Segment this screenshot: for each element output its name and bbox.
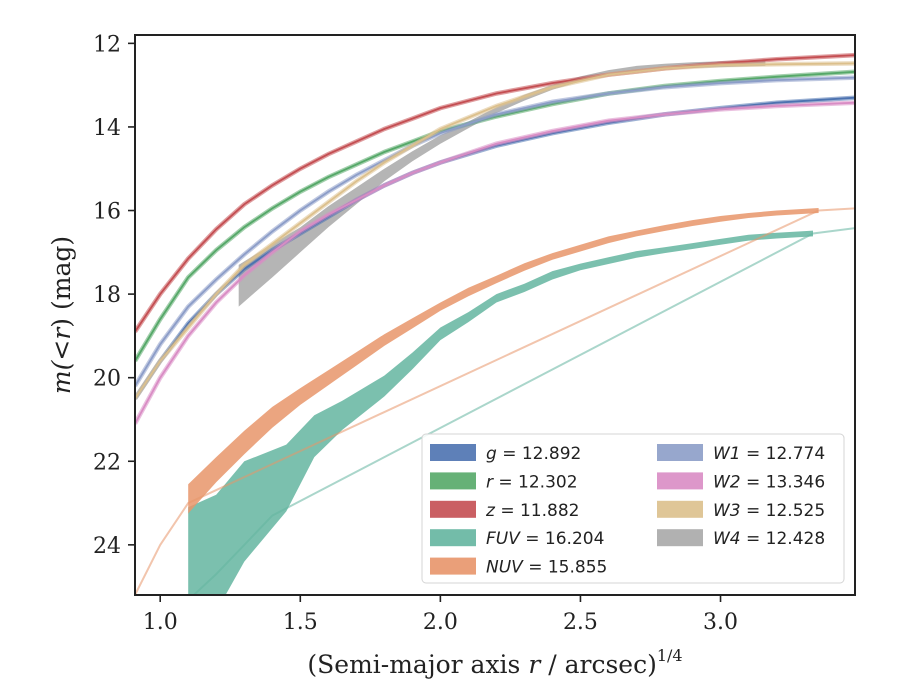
legend-swatch-w4: [657, 529, 703, 547]
ticks-layer: 1.0 1.5 2.0 2.5 3.0 12 14 16 18 20 22 24: [93, 32, 738, 635]
legend-label-z: z = 11.882: [485, 501, 579, 521]
y-tick-label: 16: [93, 200, 121, 225]
y-tick-label: 18: [93, 283, 121, 308]
legend-entries: g = 12.892 r = 12.302 z = 11.882 FUV = 16.2…: [430, 444, 825, 578]
legend-swatch-w1: [657, 444, 703, 461]
legend: g = 12.892 r = 12.302 z = 11.882 FUV = 16.2…: [421, 433, 845, 584]
legend-swatch-nuv: [430, 557, 476, 575]
y-tick-label: 24: [93, 534, 121, 559]
x-tick-label: 2.5: [563, 610, 598, 635]
x-tick-label: 2.0: [423, 610, 458, 635]
legend-swatch-w2: [657, 472, 703, 490]
legend-label-w4: W4 = 12.428: [713, 529, 825, 549]
x-tick-label: 1.5: [283, 610, 318, 635]
legend-frame: [421, 433, 845, 584]
legend-label-g: g = 12.892: [486, 444, 581, 464]
legend-swatch-w3: [657, 500, 703, 518]
series-w1-line: [135, 76, 855, 387]
series-layer: [135, 52, 855, 595]
series-w1-halo: [135, 75, 855, 388]
series-w4-band: [238, 60, 766, 307]
y-tick-label: 14: [93, 116, 121, 141]
x-tick-label: 1.0: [143, 610, 178, 635]
legend-swatch-fuv: [430, 529, 476, 547]
legend-label-r: r = 12.302: [486, 472, 578, 492]
y-tick-label: 12: [93, 32, 121, 57]
series-w2-line: [135, 101, 855, 425]
legend-label-nuv: NUV = 15.855: [486, 558, 607, 578]
series-w3-line: [135, 62, 855, 400]
x-axis-label: (Semi-major axis r / arcsec)1/4: [307, 646, 682, 679]
y-tick-label: 22: [93, 450, 121, 475]
legend-label-w1: W1 = 12.774: [713, 444, 825, 464]
y-axis-label: m(<r) (mag): [47, 236, 76, 394]
legend-label-fuv: FUV = 16.204: [486, 529, 604, 549]
legend-label-w2: W2 = 13.346: [713, 472, 825, 492]
legend-swatch-g: [430, 444, 476, 461]
y-tick-label: 20: [93, 367, 121, 392]
x-tick-label: 3.0: [703, 610, 738, 635]
plot-frame: [134, 34, 856, 596]
legend-swatch-z: [430, 500, 476, 518]
legend-swatch-r: [430, 472, 476, 490]
legend-label-w3: W3 = 12.525: [713, 501, 825, 521]
